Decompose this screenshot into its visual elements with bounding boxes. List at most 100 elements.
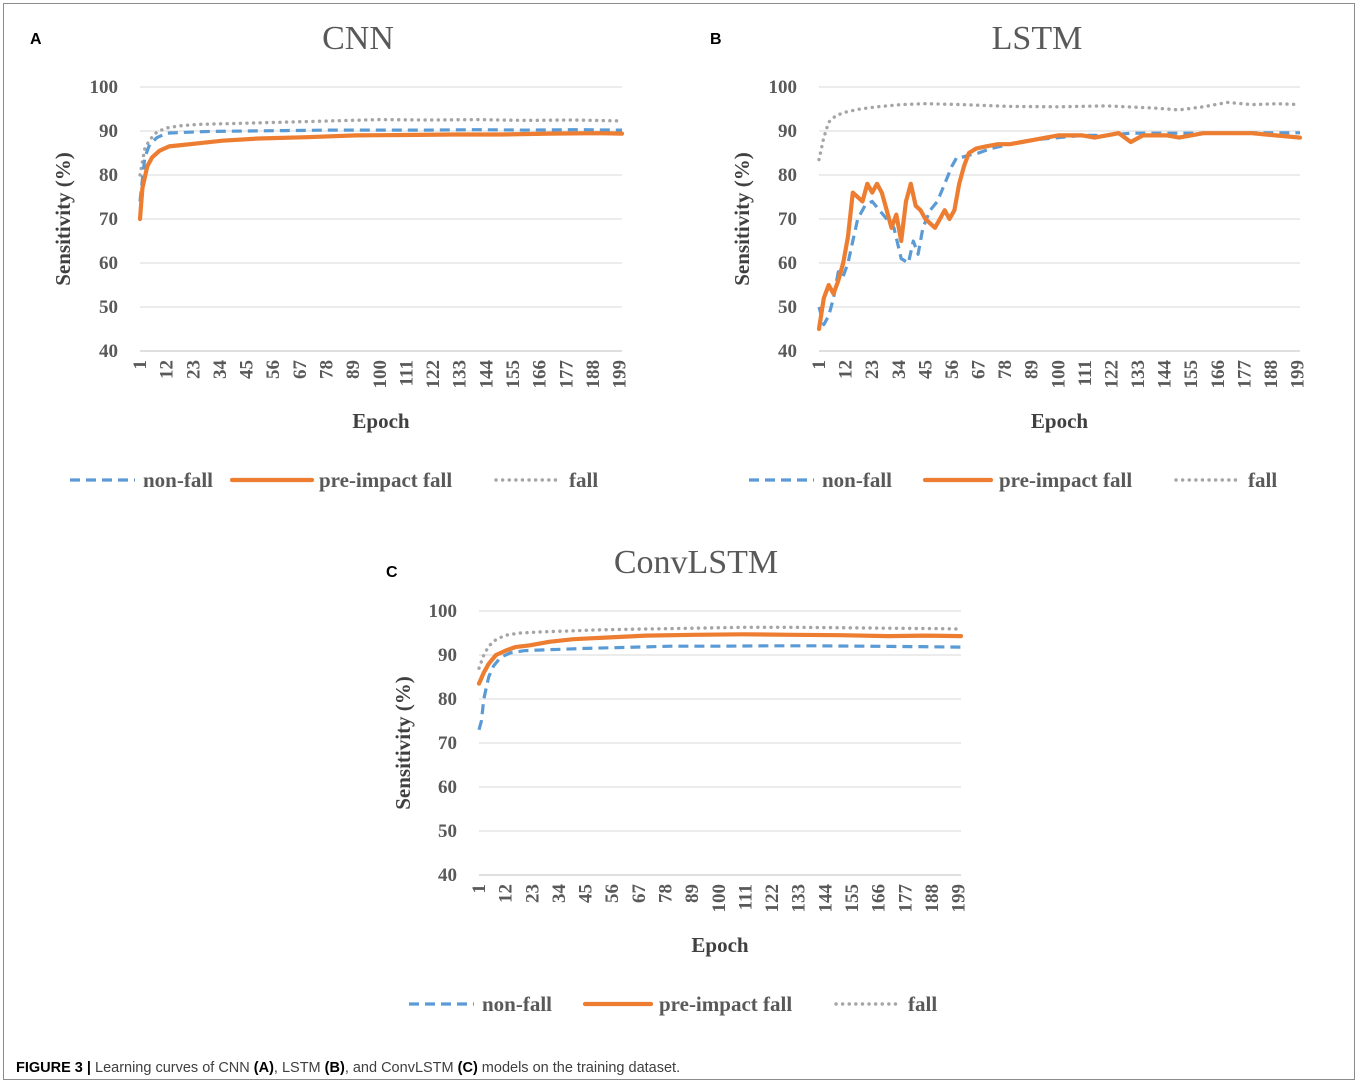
x-tick-label: 144 — [1155, 360, 1176, 389]
x-tick-label: 89 — [682, 884, 703, 903]
y-tick-label: 70 — [438, 733, 457, 754]
series-line-pre-impact-fall — [137, 131, 625, 222]
x-tick-label: 111 — [396, 360, 417, 386]
x-tick-label: 67 — [290, 360, 311, 380]
x-tick-label: 122 — [762, 884, 783, 913]
y-tick-label: 80 — [778, 165, 797, 186]
panel-letter: A — [30, 31, 42, 48]
x-tick-label: 1 — [469, 884, 490, 894]
x-tick-label: 188 — [922, 884, 943, 913]
x-tick-label: 133 — [1128, 360, 1149, 389]
x-tick-label: 56 — [602, 884, 623, 903]
series-line-pre-impact-fall — [816, 131, 1303, 332]
caption-panel-b: (B) — [324, 1060, 345, 1076]
x-tick-label: 144 — [815, 884, 836, 913]
x-tick-label: 1 — [130, 360, 151, 370]
x-tick-label: 56 — [263, 360, 284, 379]
x-axis-title: Epoch — [352, 409, 410, 433]
legend-label-pre-impact-fall: pre-impact fall — [319, 468, 452, 492]
x-tick-label: 1 — [809, 360, 830, 370]
x-tick-label: 67 — [629, 884, 650, 904]
legend-label-pre-impact-fall: pre-impact fall — [999, 468, 1132, 492]
legend: non-fall pre-impact fall fall — [749, 468, 1277, 492]
x-tick-label: 34 — [889, 360, 910, 380]
x-tick-label: 78 — [656, 884, 677, 903]
x-tick-label: 188 — [1261, 360, 1282, 389]
y-tick-label: 40 — [438, 865, 457, 886]
legend-label-fall: fall — [908, 992, 937, 1016]
x-tick-label: 133 — [450, 360, 471, 389]
x-tick-label: 100 — [370, 360, 391, 389]
x-tick-label: 122 — [1101, 360, 1122, 389]
y-axis-title: Sensitivity (%) — [51, 152, 75, 286]
chart-panel-c: C ConvLSTM 100 90 80 70 60 50 40 1 12 23 34 45 56 67 78 8… — [386, 544, 970, 1016]
y-tick-label: 70 — [99, 209, 118, 230]
x-tick-label: 78 — [317, 360, 338, 379]
x-axis-title: Epoch — [1031, 409, 1089, 433]
y-tick-label: 50 — [438, 821, 457, 842]
x-tick-label: 12 — [836, 360, 857, 379]
y-tick-label: 100 — [429, 601, 458, 622]
chart-panel-b: B LSTM 100 90 80 70 60 50 40 1 12 23 34 45 56 67 78 89 100… — [710, 20, 1309, 492]
caption-text-2: , LSTM — [273, 1060, 325, 1076]
caption-panel-c: (C) — [457, 1060, 478, 1076]
y-tick-label: 100 — [90, 77, 119, 98]
x-tick-label: 89 — [1022, 360, 1043, 379]
y-tick-label: 60 — [99, 253, 118, 274]
legend-label-fall: fall — [1248, 468, 1277, 492]
x-tick-label: 111 — [735, 884, 756, 910]
legend-label-pre-impact-fall: pre-impact fall — [659, 992, 792, 1016]
y-tick-label: 80 — [438, 689, 457, 710]
x-tick-label: 122 — [423, 360, 444, 389]
panel-letter: B — [710, 31, 722, 48]
caption-label: FIGURE 3 | — [16, 1060, 91, 1076]
series-line-fall — [477, 625, 963, 670]
x-tick-label: 45 — [237, 360, 258, 379]
x-tick-label: 177 — [1234, 360, 1255, 389]
x-tick-label: 155 — [503, 360, 524, 389]
series-line-non-fall — [138, 128, 623, 202]
y-tick-label: 70 — [778, 209, 797, 230]
series-line-non-fall — [477, 644, 962, 731]
y-tick-label: 50 — [99, 297, 118, 318]
figure-caption: FIGURE 3 | Learning curves of CNN (A), L… — [16, 1060, 680, 1076]
x-tick-label: 111 — [1075, 360, 1096, 386]
x-tick-label: 199 — [1288, 360, 1309, 389]
x-tick-label: 177 — [895, 884, 916, 913]
chart-title: CNN — [322, 20, 394, 57]
x-tick-label: 188 — [583, 360, 604, 389]
caption-panel-a: (A) — [253, 1060, 274, 1076]
chart-title: LSTM — [992, 20, 1083, 57]
y-axis-title: Sensitivity (%) — [730, 152, 754, 286]
x-tick-label: 23 — [183, 360, 204, 379]
legend-label-non-fall: non-fall — [482, 992, 552, 1016]
x-tick-label: 56 — [942, 360, 963, 379]
x-tick-label: 23 — [522, 884, 543, 903]
caption-text-3: , and ConvLSTM — [344, 1060, 458, 1076]
y-tick-label: 50 — [778, 297, 797, 318]
x-tick-label: 144 — [476, 360, 497, 389]
x-tick-label: 155 — [842, 884, 863, 913]
y-tick-label: 100 — [769, 77, 798, 98]
x-tick-label: 166 — [869, 884, 890, 913]
y-tick-label: 40 — [778, 341, 797, 362]
series-line-non-fall — [817, 131, 1300, 327]
x-tick-label: 34 — [210, 360, 231, 380]
y-tick-label: 90 — [778, 121, 797, 142]
x-tick-label: 12 — [496, 884, 517, 903]
x-tick-label: 155 — [1181, 360, 1202, 389]
x-tick-label: 100 — [709, 884, 730, 913]
series-line-pre-impact-fall — [476, 632, 964, 686]
series-line-fall — [138, 117, 624, 177]
y-tick-label: 60 — [778, 253, 797, 274]
x-tick-label: 100 — [1048, 360, 1069, 389]
x-tick-label: 166 — [1208, 360, 1229, 389]
legend-label-non-fall: non-fall — [143, 468, 213, 492]
y-tick-label: 60 — [438, 777, 457, 798]
x-tick-label: 199 — [949, 884, 970, 913]
x-tick-label: 67 — [969, 360, 990, 380]
y-tick-label: 90 — [99, 121, 118, 142]
x-tick-label: 166 — [530, 360, 551, 389]
